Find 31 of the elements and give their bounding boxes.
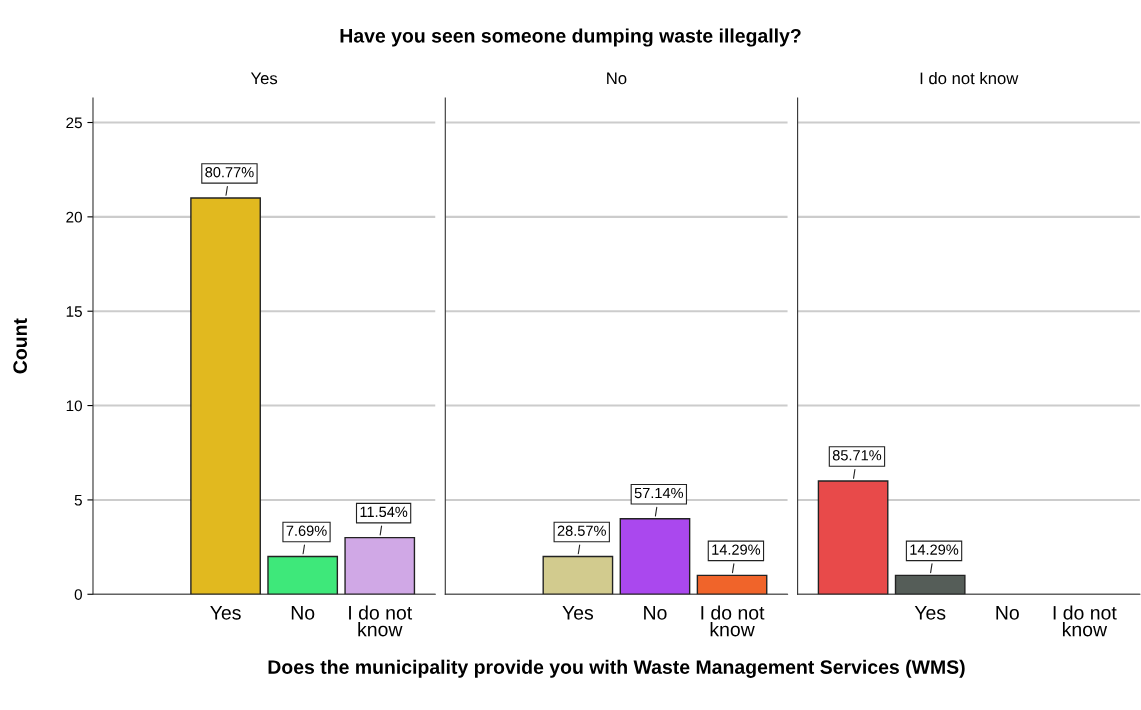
x-tick-label: No [291,606,315,620]
text: Have you seen someone dumping waste illegally? [340,28,801,47]
y-tick-label: 10 [66,400,82,412]
x-tick-label: Yes [210,606,241,620]
annotation: 85.71% [832,450,882,461]
chart-subtitle: Yes [250,72,278,85]
annotation: 7.69% [286,525,327,536]
y-tick-label: 15 [66,306,82,317]
annotation: 11.54% [360,506,408,518]
annotation: 80.77% [205,167,254,178]
chart-subtitle: I do not know [920,72,1019,85]
x-tick-label: Yes [562,606,594,620]
annotation: 28.57% [557,525,606,536]
y-axis-title: Count [13,318,28,374]
x-tick-label: I do not know [701,605,765,637]
y-tick-label: 0 [74,589,82,600]
x-tick-label: No [996,606,1019,620]
y-tick-label: 20 [66,211,82,223]
bar [344,536,416,595]
y-tick-label: 25 [66,117,82,129]
x-tick-label: I do not know [1053,605,1117,637]
x-tick-label: Yes [914,606,946,620]
chart-subtitle: No [607,72,627,85]
x-tick-label: No [644,606,667,620]
bar [267,555,339,595]
x-tick-label: I do not know [349,605,413,637]
annotation: 14.29% [712,544,761,555]
x-axis-title: Does the municipality provide you with Waste Management Services (WMS) [268,659,965,678]
annotation: 14.29% [910,544,959,555]
y-tick-label: 5 [74,494,82,506]
annotation: 57.14% [634,487,684,499]
